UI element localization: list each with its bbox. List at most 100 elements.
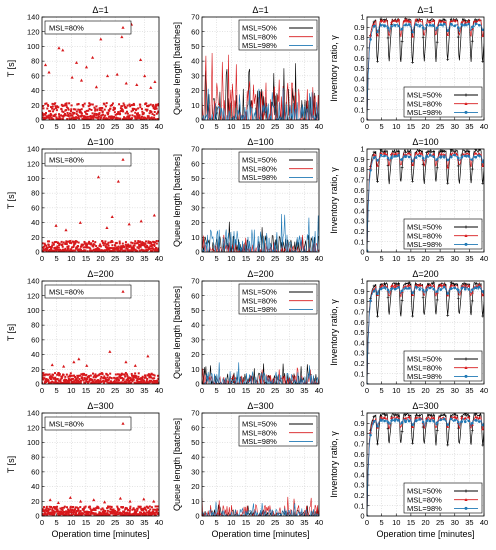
- x-tick-label: 10: [227, 518, 235, 527]
- data-point: [148, 247, 151, 250]
- data-point: [43, 510, 46, 513]
- data-point: [126, 373, 129, 376]
- legend-box: [44, 20, 132, 35]
- data-point: [48, 116, 51, 119]
- axes-frame: [366, 16, 485, 121]
- data-point: [87, 105, 90, 108]
- x-tick-label: 35: [140, 386, 148, 395]
- data-point: [126, 110, 129, 113]
- series-marker: [407, 20, 411, 23]
- y-tick-label: 0: [195, 248, 199, 257]
- data-point: [110, 511, 113, 514]
- series-line: [202, 362, 319, 384]
- series-line: [202, 52, 319, 120]
- data-point: [84, 505, 87, 508]
- data-point: [67, 107, 70, 110]
- y-tick-label: 40: [31, 350, 39, 359]
- data-point: [91, 378, 94, 381]
- y-tick-label: 100: [27, 306, 40, 315]
- data-point: [121, 376, 124, 379]
- series-marker: [411, 291, 414, 295]
- data-point: [63, 380, 66, 383]
- data-point: [143, 74, 147, 78]
- data-point: [128, 511, 131, 514]
- data-point: [83, 116, 86, 119]
- data-point: [98, 248, 101, 251]
- axes-frame: [366, 280, 485, 385]
- x-tick-label: 10: [67, 254, 75, 263]
- data-point: [100, 249, 103, 252]
- series-marker: [383, 24, 386, 28]
- data-point: [133, 376, 136, 379]
- x-tick-label: 25: [271, 518, 279, 527]
- data-point: [99, 377, 102, 380]
- data-point: [113, 376, 116, 379]
- data-point: [59, 380, 62, 383]
- data-point: [144, 508, 147, 511]
- data-point: [76, 103, 79, 106]
- series-marker: [439, 418, 443, 422]
- data-point: [73, 108, 76, 111]
- data-point: [69, 114, 72, 117]
- data-point: [111, 509, 114, 512]
- series-marker: [432, 155, 435, 159]
- data-point: [124, 250, 127, 252]
- data-point: [43, 374, 46, 377]
- data-point: [150, 243, 153, 246]
- data-point: [153, 244, 156, 247]
- legend-marker: [121, 289, 125, 293]
- data-point: [128, 499, 132, 503]
- data-point: [75, 506, 78, 509]
- legend: MSL=80%: [44, 284, 132, 299]
- data-point: [136, 246, 139, 249]
- data-point: [65, 104, 68, 107]
- data-point: [102, 113, 105, 116]
- data-point: [61, 48, 65, 52]
- series-marker: [446, 425, 450, 428]
- data-point: [123, 380, 126, 383]
- data-point: [156, 118, 159, 120]
- series-marker: [428, 419, 432, 423]
- data-point: [143, 511, 146, 514]
- data-point: [155, 103, 158, 106]
- y-tick-label: 0.2: [354, 227, 364, 236]
- data-point: [150, 506, 153, 509]
- data-point: [150, 241, 153, 244]
- data-point: [107, 378, 110, 381]
- data-point: [79, 78, 84, 82]
- data-point: [54, 113, 57, 116]
- x-tick-label: 35: [300, 122, 308, 131]
- data-point: [83, 382, 86, 384]
- data-point: [122, 110, 125, 113]
- data-point: [125, 378, 128, 381]
- data-point: [48, 382, 51, 384]
- legend-label: MSL=80%: [242, 32, 277, 41]
- y-axis-label: Queue length [batches]: [172, 22, 182, 115]
- series-marker: [414, 283, 418, 287]
- y-tick-label: 140: [27, 145, 40, 154]
- data-point: [142, 497, 146, 501]
- data-point: [129, 507, 132, 510]
- series-marker: [453, 153, 457, 157]
- legend-label: MSL=80%: [49, 288, 84, 297]
- axes-frame: [41, 16, 160, 121]
- data-point: [50, 117, 53, 120]
- data-point: [150, 247, 153, 250]
- x-tick-label: 5: [380, 386, 384, 395]
- data-point: [58, 511, 61, 514]
- data-point: [48, 505, 51, 508]
- x-tick-label: 35: [140, 254, 148, 263]
- data-point: [66, 249, 69, 252]
- data-point: [112, 106, 115, 109]
- data-point: [47, 511, 50, 514]
- x-tick-label: 35: [140, 122, 148, 131]
- data-point: [97, 507, 100, 510]
- data-point: [76, 116, 79, 119]
- data-point: [87, 109, 90, 112]
- data-point: [106, 509, 109, 512]
- data-point: [94, 250, 97, 252]
- series-marker: [456, 164, 460, 168]
